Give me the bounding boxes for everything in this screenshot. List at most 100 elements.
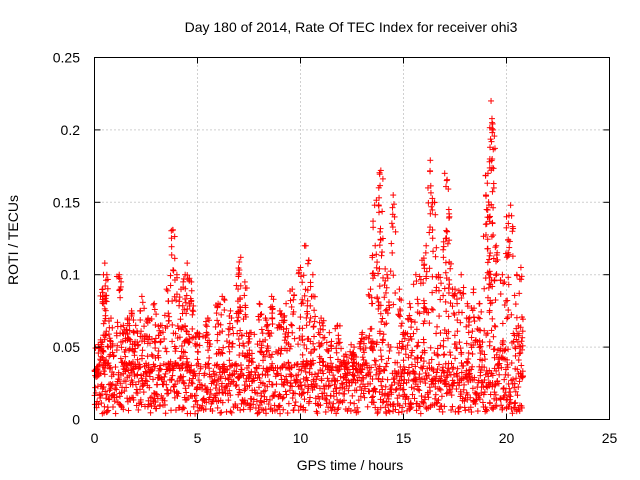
data-point [224, 375, 231, 382]
data-point [441, 285, 448, 292]
data-point [491, 346, 498, 353]
data-point [118, 389, 125, 396]
data-point [103, 395, 110, 402]
data-point [406, 312, 413, 319]
y-tick-label: 0.15 [53, 194, 80, 210]
data-point [483, 193, 490, 200]
data-point [507, 393, 514, 400]
data-point [154, 395, 161, 402]
data-point [236, 386, 243, 393]
data-point [475, 314, 482, 321]
data-point [168, 376, 175, 383]
data-point [227, 408, 234, 415]
data-point [457, 345, 464, 352]
data-point [505, 372, 512, 379]
data-point [175, 390, 182, 397]
data-point [437, 296, 444, 303]
data-point [299, 390, 306, 397]
data-point [150, 301, 157, 308]
data-point [447, 352, 454, 359]
data-point [378, 353, 385, 360]
data-point [349, 392, 356, 399]
data-point [410, 281, 417, 288]
data-point [335, 332, 342, 339]
data-point [306, 318, 313, 325]
x-tick-label: 15 [396, 430, 412, 446]
data-point [476, 300, 483, 307]
data-point [163, 348, 170, 355]
data-point [336, 339, 343, 346]
data-point [507, 202, 514, 209]
data-point [288, 372, 295, 379]
data-point [123, 384, 130, 391]
data-point [428, 203, 435, 210]
data-point [442, 298, 449, 305]
data-point [508, 339, 515, 346]
data-point [486, 256, 493, 263]
data-point [277, 311, 284, 318]
data-point [433, 369, 440, 376]
data-point [161, 373, 168, 380]
data-point [189, 375, 196, 382]
data-point [465, 329, 472, 336]
data-point [376, 171, 383, 178]
data-point [92, 389, 99, 396]
data-point [505, 307, 512, 314]
data-point [167, 358, 174, 365]
data-point [441, 170, 448, 177]
y-tick-label: 0 [72, 412, 80, 428]
data-point [433, 244, 440, 251]
data-point [476, 315, 483, 322]
data-point [366, 332, 373, 339]
data-point [398, 322, 405, 329]
data-point [414, 342, 421, 349]
data-point [330, 372, 337, 379]
data-point [416, 387, 423, 394]
data-point [460, 284, 467, 291]
data-point [94, 398, 101, 405]
grid-lines [94, 57, 610, 420]
data-point [195, 377, 202, 384]
data-point [152, 345, 159, 352]
data-point [443, 227, 450, 234]
data-point [411, 319, 418, 326]
data-point [256, 375, 263, 382]
data-point [190, 308, 197, 315]
data-point [395, 409, 402, 416]
data-point [392, 228, 399, 235]
data-point [390, 376, 397, 383]
data-point [168, 227, 175, 234]
data-point [225, 397, 232, 404]
data-point [172, 348, 179, 355]
data-point [408, 324, 415, 331]
data-point [374, 295, 381, 302]
data-point [513, 314, 520, 321]
data-point [414, 296, 421, 303]
data-point [347, 399, 354, 406]
data-point [436, 313, 443, 320]
data-point [308, 293, 315, 300]
data-point [343, 354, 350, 361]
data-point [440, 351, 447, 358]
data-point [470, 286, 477, 293]
data-point [225, 343, 232, 350]
data-point [243, 285, 250, 292]
data-point [316, 359, 323, 366]
data-point [154, 381, 161, 388]
data-point [490, 333, 497, 340]
data-point [398, 320, 405, 327]
data-point [218, 373, 225, 380]
data-point [511, 400, 518, 407]
data-point [206, 365, 213, 372]
data-point [330, 400, 337, 407]
data-point [100, 368, 107, 375]
data-point [494, 256, 501, 263]
data-point [153, 390, 160, 397]
data-point [370, 224, 377, 231]
data-point [233, 363, 240, 370]
data-point [432, 253, 439, 260]
data-point [372, 357, 379, 364]
data-point [237, 407, 244, 414]
data-point [153, 405, 160, 412]
data-point [138, 401, 145, 408]
